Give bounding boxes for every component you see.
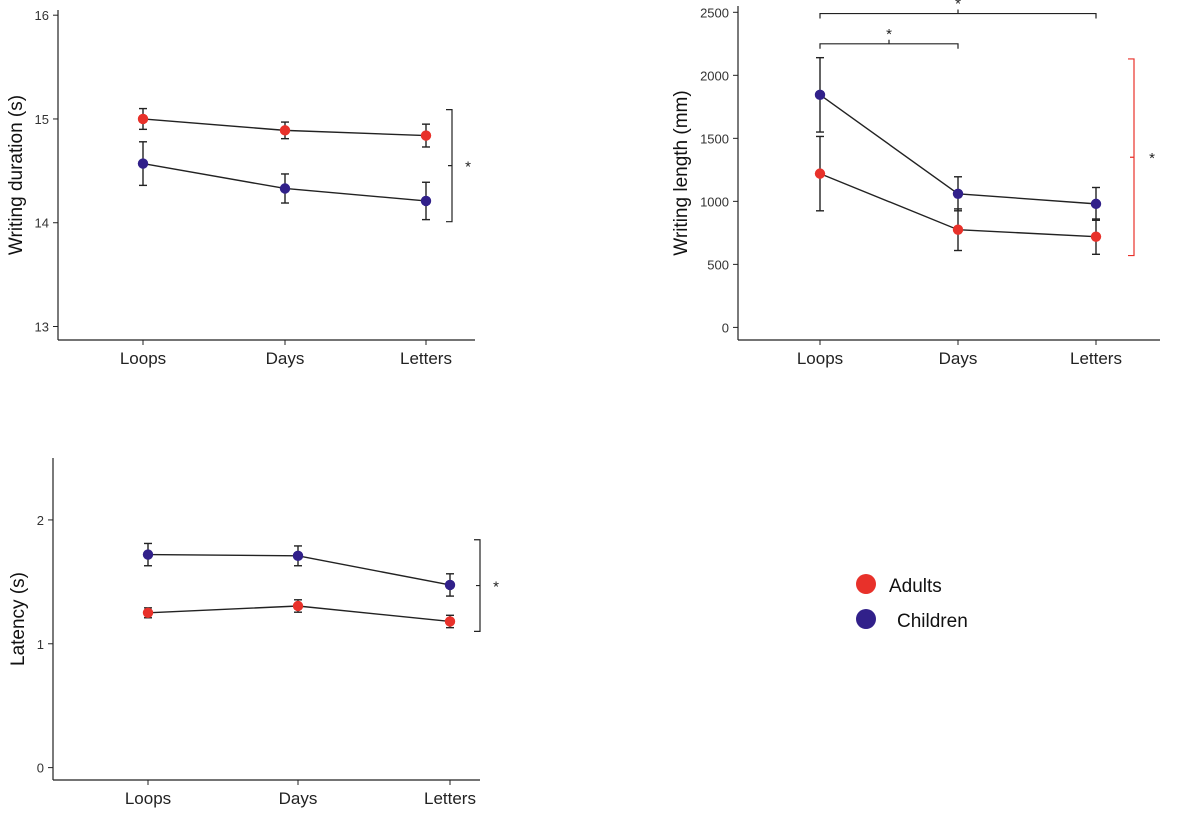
significance-bracket: [819, 39, 959, 49]
data-point-children: [279, 183, 291, 194]
significance-star: *: [886, 26, 892, 43]
legend-label-adults: Adults: [889, 576, 942, 597]
y-axis-title: Writing duration (s): [6, 95, 27, 255]
data-point-adults: [137, 113, 149, 125]
y-axis-title: Writing length (mm): [671, 90, 692, 255]
x-tick-label: Loops: [797, 349, 843, 368]
data-point-children: [444, 579, 456, 591]
significance-bracket: [474, 539, 481, 632]
significance-star: *: [493, 579, 499, 596]
latency-chart: 0 1 2 Loops Days Letters Latency (s) *: [8, 458, 499, 808]
legend-label-children: Children: [897, 611, 968, 632]
significance-star: *: [955, 0, 961, 13]
significance-star: *: [1149, 150, 1155, 167]
y-tick-label: 0: [722, 320, 729, 335]
y-tick-label: 500: [707, 257, 729, 272]
x-tick-label: Days: [279, 789, 318, 808]
y-tick-label: 13: [35, 320, 49, 335]
significance-bracket: [446, 109, 453, 223]
data-point-adults: [292, 600, 304, 612]
significance-bracket: [819, 9, 1097, 19]
data-point-children: [292, 550, 304, 562]
y-tick-label: 2500: [700, 5, 729, 20]
significance-star: *: [465, 159, 471, 176]
data-point-adults: [444, 616, 456, 627]
x-tick-label: Days: [939, 349, 978, 368]
y-tick-label: 1500: [700, 131, 729, 146]
data-point-adults: [420, 130, 432, 141]
legend-marker-adults: [856, 574, 876, 594]
y-tick-label: 2: [37, 513, 44, 528]
data-point-children: [137, 158, 149, 169]
data-point-adults: [814, 168, 826, 179]
x-tick-label: Letters: [424, 789, 476, 808]
data-point-children: [952, 188, 964, 199]
y-tick-label: 1000: [700, 194, 729, 209]
data-point-children: [142, 549, 154, 560]
y-tick-label: 16: [35, 8, 49, 23]
writing-length-chart: 0 500 1000 1500 2000 2500 Loops Days Letters Writ…: [671, 0, 1160, 368]
data-point-adults: [952, 224, 964, 235]
writing-duration-chart: 13 14 15 16 Loops Days Letters Writing duration…: [6, 8, 475, 368]
data-point-adults: [279, 125, 291, 136]
y-tick-label: 15: [35, 112, 49, 127]
significance-bracket: [1128, 58, 1135, 257]
data-point-adults: [1090, 231, 1102, 242]
data-point-children: [420, 195, 432, 207]
y-tick-label: 14: [35, 216, 49, 231]
x-tick-label: Letters: [1070, 349, 1122, 368]
data-point-adults: [142, 607, 154, 619]
y-tick-label: 0: [37, 761, 44, 776]
y-tick-label: 2000: [700, 68, 729, 83]
data-point-children: [1090, 198, 1102, 210]
x-tick-label: Loops: [125, 789, 171, 808]
x-tick-label: Days: [266, 349, 305, 368]
y-axis-title: Latency (s): [8, 572, 29, 666]
x-tick-label: Letters: [400, 349, 452, 368]
legend: Adults Children: [856, 574, 968, 632]
data-point-children: [814, 89, 826, 101]
x-tick-label: Loops: [120, 349, 166, 368]
legend-marker-children: [856, 609, 876, 629]
y-tick-label: 1: [37, 637, 44, 652]
